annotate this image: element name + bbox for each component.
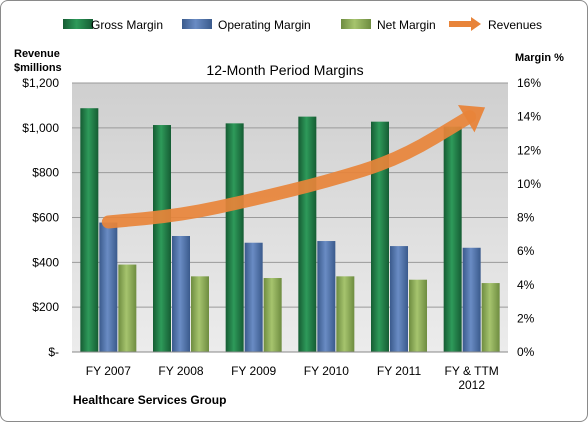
left-axis-ticks: $- $200 $400 $600 $800 $1,000 $1,200 [22, 76, 59, 359]
x-tick-label: FY 2008 [158, 364, 203, 378]
x-tick-label: FY 2010 [304, 364, 349, 378]
bar-operating-margin [317, 241, 336, 352]
bar-gross-margin [443, 126, 462, 353]
bar-operating-margin [99, 222, 118, 352]
bar-net-margin [409, 279, 427, 352]
bar-operating-margin [172, 235, 190, 352]
company-name: Healthcare Services Group [73, 393, 226, 407]
bar-operating-margin [244, 242, 263, 352]
revenue-arrowhead [457, 104, 486, 133]
left-axis-label-line2: $millions [14, 62, 62, 74]
bar-gross-margin [225, 123, 244, 352]
x-tick-label: FY 2011 [377, 364, 422, 378]
left-tick-label: $600 [32, 211, 59, 225]
legend-swatch-operating [182, 19, 212, 29]
legend: Gross Margin Operating Margin Net Margin… [63, 17, 542, 32]
legend-swatch-gross [63, 19, 93, 29]
bar-operating-margin [462, 247, 481, 352]
bar-group [80, 108, 500, 353]
revenue-trend [101, 104, 486, 229]
right-tick-label: 6% [517, 244, 535, 258]
bar-net-margin [336, 276, 355, 352]
x-axis-ticks: FY 2007 FY 2008 FY 2009 FY 2010 FY 2011 FY & … [86, 364, 499, 392]
x-tick-label: 2012 [458, 378, 485, 392]
bar-net-margin [191, 276, 209, 352]
right-tick-label: 10% [517, 177, 541, 191]
right-tick-label: 12% [517, 143, 541, 157]
right-tick-label: 8% [517, 211, 535, 225]
legend-label-gross: Gross Margin [91, 18, 163, 32]
chart-title: 12-Month Period Margins [206, 62, 363, 78]
legend-swatch-net [341, 19, 371, 29]
right-tick-label: 0% [517, 345, 535, 359]
bar-gross-margin [80, 108, 99, 352]
bar-operating-margin [390, 246, 408, 352]
bar-net-margin [481, 283, 500, 352]
left-tick-label: $1,200 [22, 76, 59, 90]
right-tick-label: 4% [517, 278, 535, 292]
bar-gross-margin [298, 116, 317, 352]
x-tick-label: FY 2009 [231, 364, 276, 378]
right-tick-label: 14% [517, 110, 541, 124]
x-tick-label: FY 2007 [86, 364, 131, 378]
legend-label-revenues: Revenues [488, 18, 542, 32]
left-tick-label: $800 [32, 166, 59, 180]
bar-net-margin [118, 264, 137, 352]
legend-label-net: Net Margin [377, 18, 436, 32]
left-tick-label: $- [48, 345, 59, 359]
left-tick-label: $400 [32, 255, 59, 269]
legend-swatch-revenues [449, 17, 481, 31]
right-tick-label: 2% [517, 311, 535, 325]
left-tick-label: $200 [32, 300, 59, 314]
right-axis-ticks: 0% 2% 4% 6% 8% 10% 12% 14% 16% [517, 76, 541, 359]
legend-label-operating: Operating Margin [218, 18, 311, 32]
right-axis-label: Margin % [515, 52, 564, 64]
revenue-line [101, 110, 477, 229]
right-tick-label: 16% [517, 76, 541, 90]
bar-gross-margin [153, 125, 171, 352]
left-tick-label: $1,000 [22, 121, 59, 135]
left-axis-label-line1: Revenue [14, 48, 60, 60]
x-tick-label: FY & TTM [445, 364, 499, 378]
bar-net-margin [263, 278, 282, 352]
bar-gross-margin [371, 121, 389, 352]
